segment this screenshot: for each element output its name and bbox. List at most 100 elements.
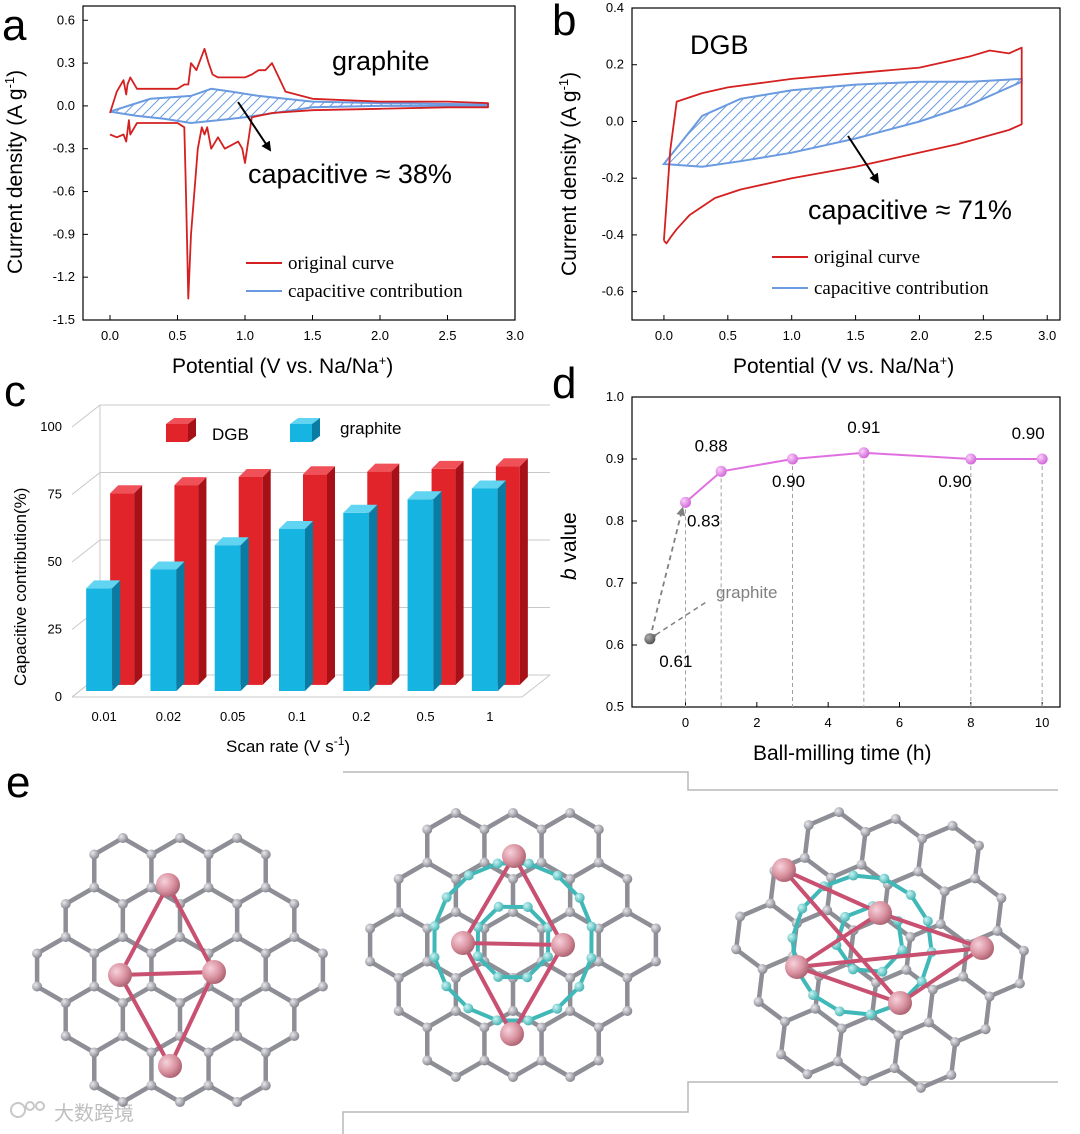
carbon-atom: [826, 872, 837, 883]
carbon-bond: [539, 810, 573, 832]
carbon-bond: [149, 984, 183, 1006]
defect-bond: [853, 873, 885, 881]
bar-dgb-side: [455, 460, 464, 685]
na-bond: [898, 946, 984, 1005]
carbon-atom: [917, 833, 928, 844]
bar-graphite-top: [214, 537, 249, 546]
legend-capacitive-b: capacitive contribution: [814, 278, 989, 299]
plot-frame-b: [631, 7, 1061, 321]
carbon-atom: [776, 1049, 787, 1060]
annotation-capacitive-b: capacitive ≈ 71%: [808, 195, 1012, 225]
carbon-atom: [856, 859, 867, 870]
defect-atom: [897, 945, 908, 956]
na-bond: [512, 855, 565, 946]
carbon-atom: [832, 1056, 843, 1067]
carbon-bond: [263, 1033, 297, 1055]
carbon-atom: [622, 907, 633, 917]
carbon-atom: [860, 826, 871, 837]
bar-graphite-side: [369, 504, 378, 691]
carbon-atom: [117, 833, 128, 843]
carbon-atom: [203, 1047, 214, 1058]
carbon-bond: [596, 959, 630, 981]
bar-graphite-top: [471, 480, 506, 489]
carbon-atom: [996, 893, 1007, 904]
carbon-bond: [596, 909, 630, 931]
panel-a: a 0.0 0.5 1.0 1.5 2.0 2.5 3.0 0.6 0.3 0.0 -0.3 -0.6…: [2, 1, 524, 378]
y-tick-label: 50: [48, 554, 62, 569]
carbon-bond: [806, 809, 842, 828]
defect-bond: [823, 873, 854, 889]
carbon-atom: [260, 1080, 271, 1091]
carbon-bond: [292, 984, 326, 1006]
carbon-bond: [367, 959, 401, 981]
defect-atom: [834, 1006, 845, 1017]
carbon-atom: [889, 1063, 900, 1074]
carbon-bond: [482, 810, 516, 832]
bar-graphite-face: [214, 545, 241, 691]
carbon-bond: [813, 973, 822, 1011]
y-tick-label: -0.2: [602, 170, 624, 185]
x-tick-label: 2: [753, 715, 760, 730]
carbon-atom: [89, 1080, 100, 1091]
sodium-atom: [785, 955, 809, 979]
bar-graphite: [279, 521, 313, 691]
original-curve: [109, 47, 489, 300]
carbon-atom: [232, 1031, 243, 1041]
x-tick-label: 1.5: [847, 328, 865, 343]
na-bond: [118, 974, 172, 1067]
carbon-atom: [146, 882, 157, 893]
carbon-atom: [422, 824, 433, 835]
plot-frame-d: [631, 396, 1061, 708]
panel-label-a: a: [2, 1, 27, 50]
carbon-atom: [565, 973, 576, 983]
b-value-point: [680, 496, 691, 508]
carbon-bond: [756, 966, 765, 1005]
carbon-atom: [117, 998, 128, 1008]
graphite-value-label: 0.61: [659, 652, 692, 671]
bar-graphite-top: [343, 504, 378, 513]
y-tick-label: -0.6: [602, 284, 624, 299]
carbon-atom: [822, 905, 833, 916]
carbon-bond: [817, 960, 852, 979]
x-tick-label: 3.0: [1038, 328, 1056, 343]
carbon-bond: [92, 984, 126, 1006]
panel-label-e: e: [6, 758, 30, 807]
carbon-atom: [393, 973, 404, 983]
axis-ticks-b: 0.0 0.5 1.0 1.5 2.0 2.5 3.0 0.4 0.2 0.0 -0.2 -0.4 -0…: [602, 0, 1057, 343]
carbon-bond: [149, 1033, 183, 1055]
carbon-atom: [289, 899, 300, 909]
carbon-bond: [539, 860, 573, 882]
sodium-atom: [108, 963, 132, 987]
x-tick-label: 2.5: [438, 328, 456, 343]
graphite-arrow-up: [648, 506, 686, 640]
carbon-atom: [536, 857, 547, 868]
y-tick-label: 0.0: [606, 113, 624, 128]
carbon-bond: [893, 816, 925, 842]
carbon-bond: [206, 934, 240, 956]
carbon-bond: [482, 909, 516, 931]
defect-bond: [577, 897, 594, 928]
defect-atom: [847, 964, 858, 975]
carbon-atom: [969, 873, 980, 884]
carbon-bond: [919, 823, 955, 842]
b-value-line: [684, 451, 1043, 504]
carbon-atom: [60, 1031, 71, 1041]
carbon-bond: [778, 1052, 810, 1077]
carbon-atom: [508, 907, 518, 917]
carbon-atom: [593, 1022, 604, 1033]
x-axis-label-b: Potential (V vs. Na/Na+): [733, 353, 954, 378]
y-axis-label-a: Current density (A g-1): [2, 70, 27, 274]
defect-atom: [492, 858, 503, 869]
defect-atom: [922, 916, 933, 927]
gridline: [71, 539, 550, 563]
carbon-atom: [939, 886, 950, 897]
y-tick-label: 0: [55, 689, 62, 704]
sodium-atom: [772, 858, 796, 882]
carbon-atom: [893, 1030, 904, 1041]
carbon-bond: [539, 959, 573, 981]
carbon-bond: [918, 1072, 954, 1091]
defect-atom: [840, 911, 851, 922]
defect-bond: [468, 861, 499, 878]
sodium-atom: [551, 933, 575, 957]
